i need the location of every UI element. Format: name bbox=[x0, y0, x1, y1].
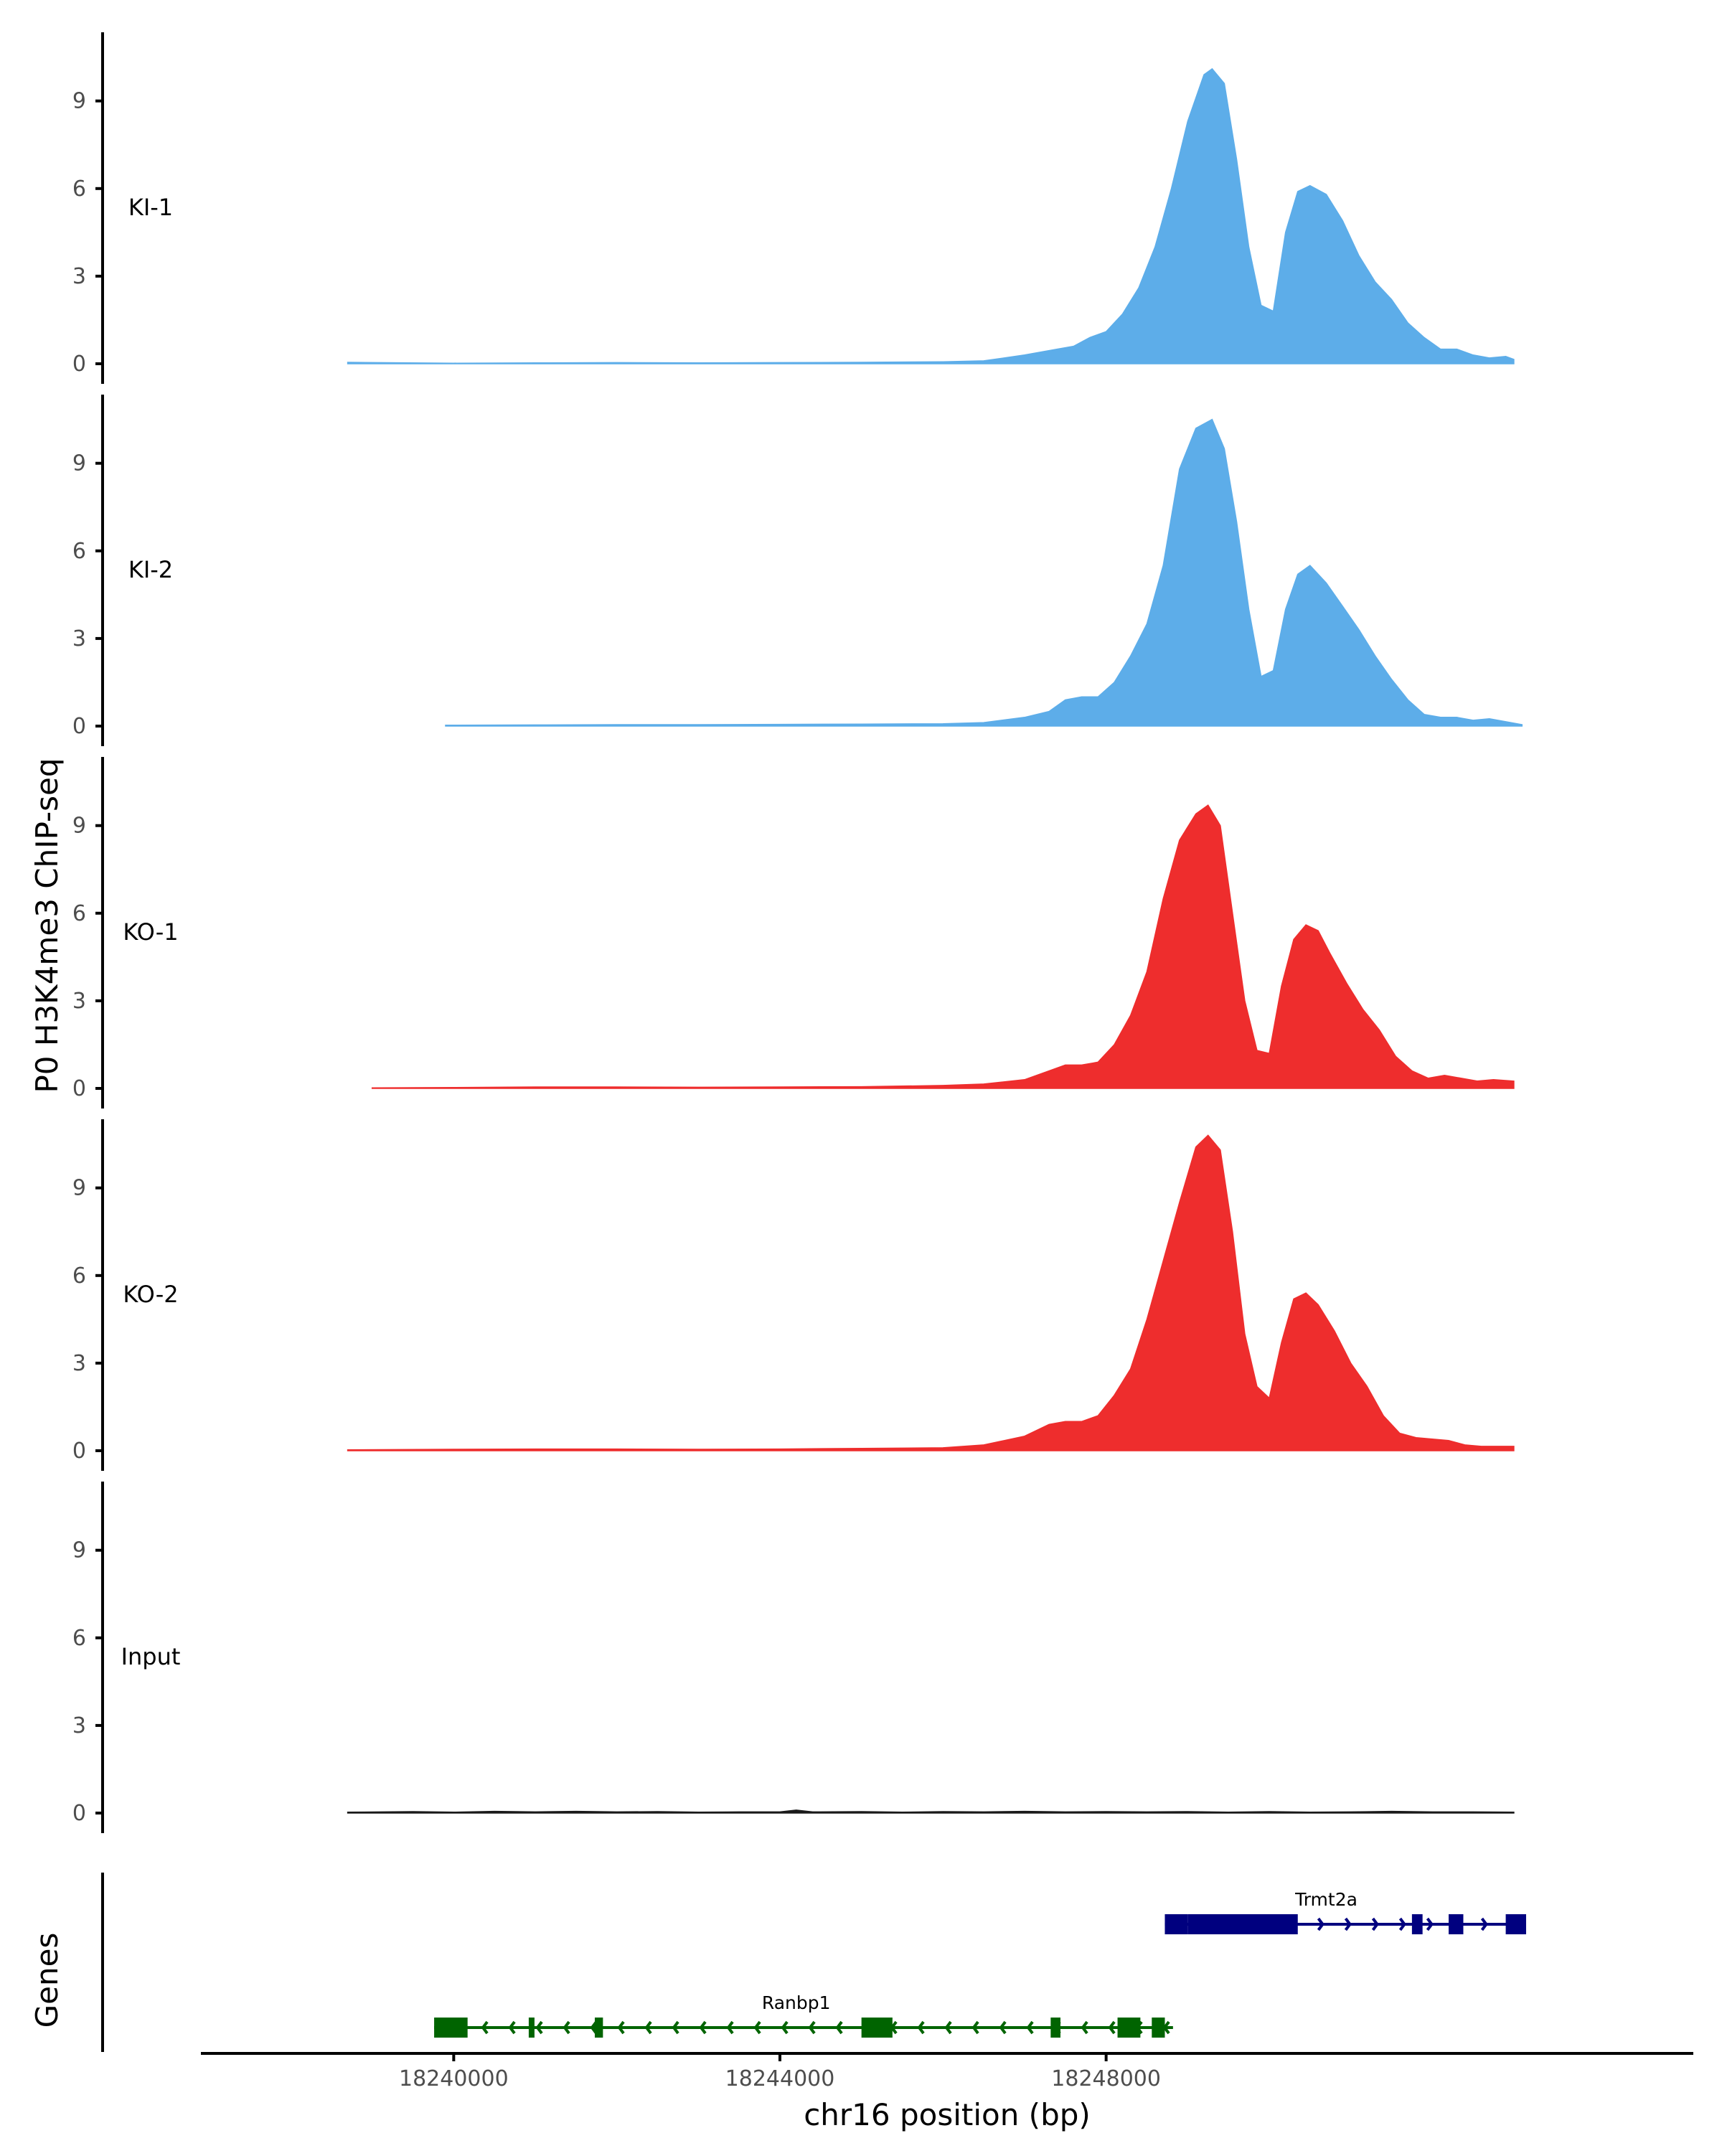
x-axis: 18240000 18244000 18248000 bbox=[201, 2052, 1693, 2091]
y-axis-title: P0 H3K4me3 ChIP-seq bbox=[29, 758, 65, 1093]
y-tick-label: 3 bbox=[72, 264, 86, 289]
gene-exon bbox=[528, 2018, 535, 2038]
strand-arrow bbox=[1026, 2020, 1034, 2035]
y-tick-label: 9 bbox=[72, 89, 86, 114]
strand-arrow bbox=[999, 2020, 1007, 2035]
strand-arrow bbox=[1480, 1917, 1488, 1931]
strand-arrow bbox=[944, 2020, 952, 2035]
y-tick-label: 0 bbox=[72, 1439, 86, 1464]
strand-arrow bbox=[808, 2020, 816, 2035]
gene-exon bbox=[594, 2018, 603, 2038]
track-panel-ki-1: 0 3 6 9 KI-1 bbox=[72, 32, 1515, 384]
gene-label: Trmt2a bbox=[1294, 1889, 1358, 1910]
strand-arrow bbox=[644, 2020, 652, 2035]
track-panel-ko-2: 0 3 6 9 KO-2 bbox=[72, 1119, 1515, 1471]
signal-area-ko-1 bbox=[371, 804, 1515, 1089]
y-tick-label: 3 bbox=[72, 1351, 86, 1376]
gene-exon bbox=[1449, 1914, 1464, 1934]
gene-exon bbox=[1050, 2018, 1060, 2038]
y-tick-label: 3 bbox=[72, 989, 86, 1014]
strand-arrow bbox=[672, 2020, 679, 2035]
strand-arrow bbox=[563, 2020, 570, 2035]
signal-area-ko-2 bbox=[347, 1134, 1515, 1451]
y-tick-label: 6 bbox=[72, 1263, 86, 1289]
strand-arrow bbox=[726, 2020, 734, 2035]
x-tick-label: 18248000 bbox=[1051, 2066, 1161, 2091]
strand-arrow bbox=[971, 2020, 979, 2035]
y-tick-label: 9 bbox=[72, 451, 86, 476]
y-tick-label: 6 bbox=[72, 901, 86, 926]
strand-arrow bbox=[835, 2020, 843, 2035]
y-tick-label: 0 bbox=[72, 1801, 86, 1826]
y-tick-label: 0 bbox=[72, 1076, 86, 1101]
y-tick-label: 9 bbox=[72, 1538, 86, 1563]
gene-trmt2a: Trmt2a bbox=[1165, 1889, 1526, 1934]
gene-exon bbox=[1411, 1914, 1423, 1934]
track-panel-input: 0 3 6 9 Input bbox=[72, 1482, 1515, 1833]
y-tick-label: 0 bbox=[72, 352, 86, 377]
gene-annotation-track: Trmt2a Ranbp1 bbox=[101, 1873, 1526, 2052]
y-tick-label: 6 bbox=[72, 539, 86, 564]
gene-exon bbox=[1165, 1914, 1188, 1934]
signal-area-input bbox=[347, 1809, 1515, 1814]
track-label: Input bbox=[121, 1643, 181, 1670]
strand-arrow bbox=[753, 2020, 761, 2035]
signal-area-ki-1 bbox=[347, 67, 1515, 364]
signal-tracks: 0 3 6 9 KI-1 0 3 6 9 KI-2 0 3 6 9 KO-1 0 3 6 9 KO-2 0 3 6 9 Inpu… bbox=[72, 32, 1523, 1833]
track-label: KO-1 bbox=[123, 918, 178, 946]
strand-arrow bbox=[1081, 2020, 1088, 2035]
gene-ranbp1: Ranbp1 bbox=[434, 1992, 1173, 2038]
y-tick-label: 3 bbox=[72, 626, 86, 651]
strand-arrow bbox=[481, 2020, 489, 2035]
x-axis-title: chr16 position (bp) bbox=[804, 2097, 1091, 2132]
track-panel-ki-2: 0 3 6 9 KI-2 bbox=[72, 395, 1523, 746]
y-tick-label: 9 bbox=[72, 814, 86, 839]
track-label: KO-2 bbox=[123, 1281, 178, 1308]
track-label: KI-2 bbox=[128, 556, 173, 583]
strand-arrow bbox=[917, 2020, 925, 2035]
gene-exon bbox=[1505, 1914, 1526, 1934]
strand-arrow bbox=[1344, 1917, 1352, 1931]
gene-exon bbox=[1117, 2018, 1141, 2038]
gene-exon bbox=[1152, 2018, 1165, 2038]
track-panel-ko-1: 0 3 6 9 KO-1 bbox=[72, 757, 1515, 1108]
strand-arrow bbox=[781, 2020, 789, 2035]
gene-exon bbox=[1187, 1914, 1298, 1934]
strand-arrow bbox=[1398, 1917, 1406, 1931]
y-tick-label: 9 bbox=[72, 1176, 86, 1201]
gene-label: Ranbp1 bbox=[762, 1992, 831, 2013]
strand-arrow bbox=[508, 2020, 516, 2035]
gene-exon bbox=[861, 2018, 893, 2038]
x-tick-label: 18244000 bbox=[725, 2066, 835, 2091]
y-tick-label: 3 bbox=[72, 1713, 86, 1738]
strand-arrow bbox=[535, 2020, 543, 2035]
strand-arrow bbox=[1108, 2020, 1116, 2035]
strand-arrow bbox=[699, 2020, 707, 2035]
y-tick-label: 6 bbox=[72, 1626, 86, 1651]
x-tick-label: 18240000 bbox=[399, 2066, 509, 2091]
strand-arrow bbox=[1371, 1917, 1379, 1931]
genes-axis-title: Genes bbox=[29, 1933, 65, 2028]
y-tick-label: 0 bbox=[72, 714, 86, 739]
track-label: KI-1 bbox=[128, 194, 173, 221]
strand-arrow bbox=[1426, 1917, 1434, 1931]
signal-area-ki-2 bbox=[445, 418, 1523, 727]
strand-arrow bbox=[617, 2020, 625, 2035]
gene-exon bbox=[434, 2018, 468, 2038]
strand-arrow bbox=[1317, 1917, 1325, 1931]
y-tick-label: 6 bbox=[72, 176, 86, 202]
